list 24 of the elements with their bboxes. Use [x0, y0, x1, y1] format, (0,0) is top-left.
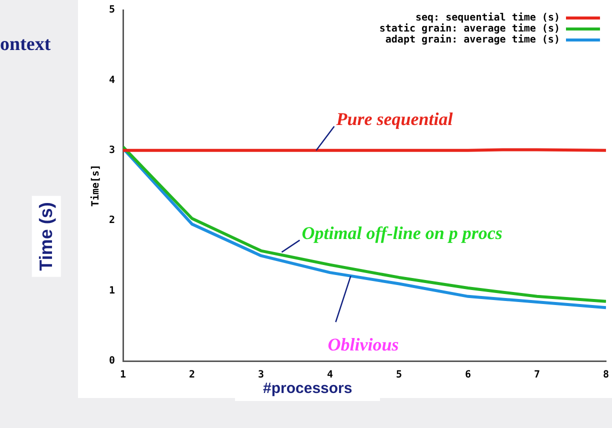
legend-label: seq: sequential time (s): [415, 12, 560, 24]
text: Time (s): [32, 196, 61, 277]
text: ontext: [0, 34, 51, 56]
x-tick-label: 8: [602, 370, 610, 381]
y-tick-label: 3: [108, 144, 116, 156]
legend-label: adapt grain: average time (s): [385, 34, 560, 46]
legend-label: static grain: average time (s): [379, 22, 560, 35]
annotation: Oblivious: [328, 334, 399, 355]
x-tick-label: 7: [534, 370, 540, 381]
y-tick-label: 2: [108, 215, 116, 226]
x-axis-title: #processors: [235, 379, 380, 401]
y-tick-label: 4: [108, 74, 116, 86]
annotation: Optimal off-line on p procs: [302, 222, 502, 243]
x-tick-label: 6: [464, 370, 472, 381]
y-axis-title: Time[s]: [90, 164, 102, 207]
x-tick-label: 4: [326, 370, 334, 381]
x-tick-label: 5: [396, 370, 402, 381]
x-tick-label: 3: [258, 370, 264, 381]
y-tick-label: 1: [108, 285, 116, 296]
annotation: Pure sequential: [335, 109, 453, 130]
x-tick-label: 1: [120, 370, 126, 381]
y-tick-label: 0: [108, 356, 116, 367]
y-tick-label: 5: [108, 4, 116, 16]
x-tick-label: 2: [189, 370, 196, 381]
